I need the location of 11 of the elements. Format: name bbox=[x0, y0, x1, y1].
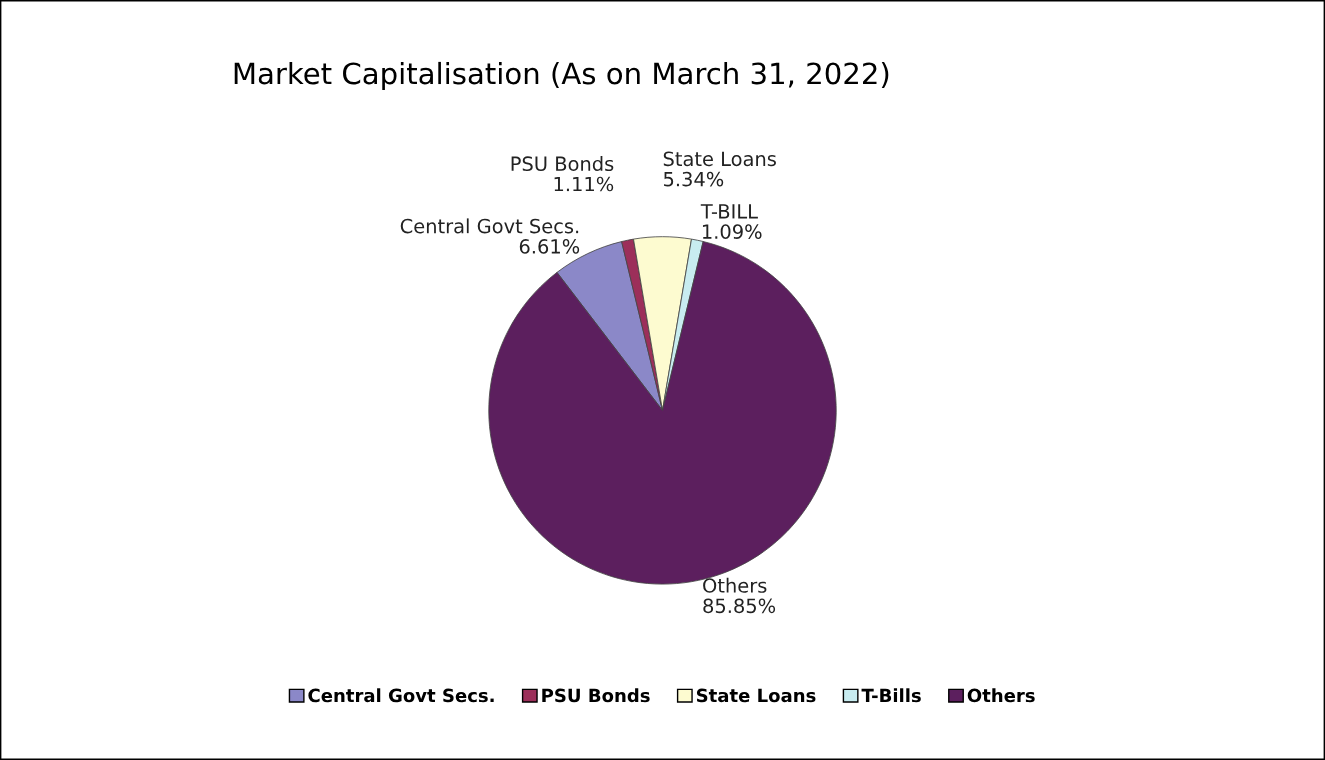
legend-label: PSU Bonds bbox=[542, 688, 650, 703]
legend-label: Central Govt Secs. bbox=[308, 688, 494, 703]
legend-label: Others bbox=[967, 688, 1035, 703]
data-label: T-BILL 1.09% bbox=[700, 204, 762, 239]
data-label: State Loans 5.34% bbox=[663, 151, 776, 187]
chart-title: Market Capitalisation (As on March 31, 2022) bbox=[234, 61, 889, 91]
data-label: Central Govt Secs. 6.61% bbox=[400, 218, 580, 254]
data-label: Others 85.85% bbox=[703, 577, 776, 614]
legend-label: T-Bills bbox=[861, 688, 921, 703]
data-label: PSU Bonds 1.11% bbox=[511, 156, 614, 192]
legend-label: State Loans bbox=[696, 688, 816, 703]
